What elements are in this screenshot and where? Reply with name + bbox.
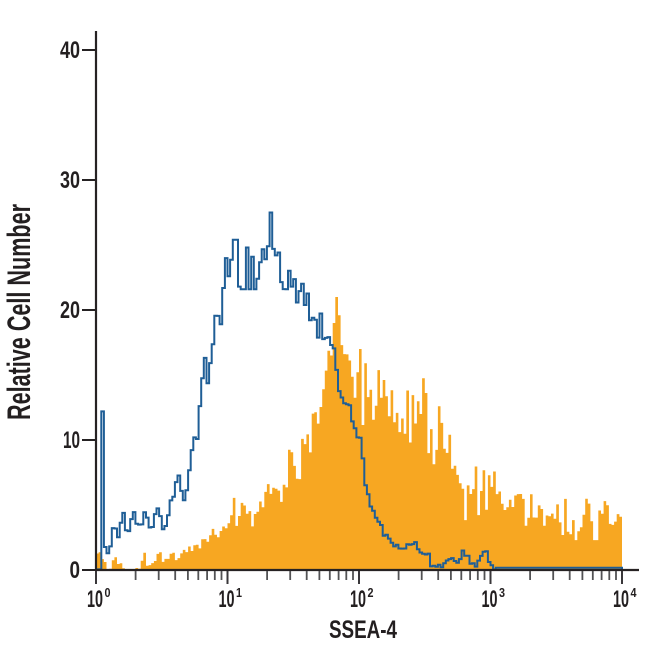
svg-text:10: 10 [63,427,80,454]
svg-text:Relative Cell Number: Relative Cell Number [1,204,37,420]
svg-text:10: 10 [350,586,366,613]
svg-text:1: 1 [236,585,242,600]
svg-text:20: 20 [60,297,80,324]
svg-text:10: 10 [482,586,498,613]
svg-text:40: 40 [60,37,80,64]
svg-text:0: 0 [105,585,111,600]
svg-text:0: 0 [70,557,81,584]
svg-text:4: 4 [631,585,638,600]
svg-text:30: 30 [60,167,80,194]
svg-text:10: 10 [219,586,235,613]
svg-text:SSEA-4: SSEA-4 [329,616,397,644]
svg-text:10: 10 [613,586,629,613]
svg-text:10: 10 [87,586,103,613]
svg-text:3: 3 [499,585,505,600]
svg-text:2: 2 [368,585,374,600]
